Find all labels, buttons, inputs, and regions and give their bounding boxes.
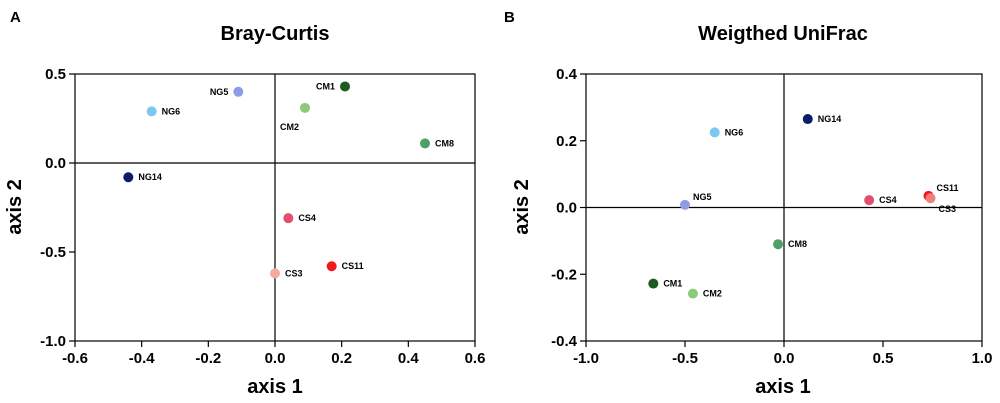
panel-a: A Bray-Curtis -0.6 -0.4 -0.2 0.0 0.2 0.4 0.6 -1…: [4, 9, 485, 398]
panel-a-zero-lines: [75, 74, 475, 341]
panel-a-x-tick-label: 0.4: [398, 350, 420, 367]
panel-b-y-tick-label: 0.2: [556, 133, 577, 150]
panel-a-x-tick-label: 0.2: [331, 350, 352, 367]
panel-a-x-axis-label: axis 1: [247, 376, 303, 398]
panel-a-y-tick-label: -0.5: [40, 244, 66, 261]
panel-a-y-axis-label: axis 2: [4, 179, 26, 235]
panel-a-point-ng6: [146, 106, 157, 117]
panel-b-point-cm8: [773, 239, 784, 250]
panel-b-y-tick-label: -0.4: [551, 333, 578, 350]
panel-b-y-tick-label: -0.2: [551, 266, 577, 283]
panel-b-letter: B: [504, 9, 515, 26]
panel-a-label-cm8: CM8: [435, 138, 454, 148]
panel-a-label-ng5: NG5: [210, 87, 229, 97]
panel-a-x-tick-label: -0.4: [129, 350, 156, 367]
panel-b-label-cm8: CM8: [788, 239, 807, 249]
panel-a-title: Bray-Curtis: [221, 23, 330, 45]
panel-a-point-ng14: [123, 172, 134, 183]
panel-b-points: NG14 NG6 NG5 CS4 CS11 CS3 CM8 CM1 CM2: [648, 114, 959, 299]
panel-a-label-cm2: CM2: [280, 122, 299, 132]
panel-a-point-cs11: [326, 261, 337, 272]
panel-b-ticks: -1.0 -0.5 0.0 0.5 1.0 -0.4 -0.2 0.0 0.2 0.4: [551, 66, 992, 367]
panel-a-y-tick-label: 0.5: [45, 66, 66, 83]
panel-a-label-cs3: CS3: [285, 268, 303, 278]
panel-b-y-axis-label: axis 2: [511, 179, 533, 235]
panel-a-label-cm1: CM1: [316, 81, 335, 91]
panel-a-x-tick-label: 0.6: [465, 350, 486, 367]
panel-b-x-tick-label: 0.0: [774, 350, 795, 367]
panel-b-point-ng5: [680, 199, 690, 210]
panel-a-label-ng14: NG14: [138, 172, 162, 182]
panel-b-label-cm2: CM2: [703, 289, 722, 299]
panel-b-x-tick-label: -1.0: [573, 350, 599, 367]
panel-a-x-tick-label: 0.0: [265, 350, 286, 367]
panel-a-point-cm8: [420, 138, 430, 149]
panel-a-x-tick-label: -0.2: [195, 350, 221, 367]
panel-b-label-cs11: CS11: [937, 183, 959, 193]
panel-b-x-tick-label: 1.0: [972, 350, 993, 367]
panel-a-point-cs3: [270, 268, 280, 279]
panel-b-x-tick-label: -0.5: [672, 350, 698, 367]
panel-a-letter: A: [10, 9, 21, 26]
panel-b-label-cs3: CS3: [939, 204, 957, 214]
panel-b-point-cs3: [925, 193, 936, 204]
panel-a-x-tick-label: -0.6: [62, 350, 88, 367]
panel-a-point-cs4: [283, 213, 294, 224]
panel-b-label-ng6: NG6: [725, 127, 744, 137]
panel-b-label-ng5: NG5: [693, 192, 712, 202]
panel-b-point-ng14: [802, 114, 813, 125]
panel-b-title: Weigthed UniFrac: [698, 23, 868, 45]
panel-b-label-ng14: NG14: [818, 114, 842, 124]
panel-a-y-tick-label: 0.0: [45, 155, 66, 172]
panel-b-point-cs4: [864, 195, 875, 206]
panel-a-point-cm1: [340, 81, 350, 92]
panel-a-label-cs4: CS4: [298, 213, 316, 223]
panel-a-points: NG5 NG6 NG14 CM1 CM2 CM8 CS4 CS11 CS3: [123, 81, 454, 279]
panel-b-x-tick-label: 0.5: [873, 350, 894, 367]
panel-b-point-cm2: [687, 288, 698, 299]
panel-a-y-tick-label: -1.0: [40, 333, 66, 350]
panel-b-label-cs4: CS4: [879, 195, 897, 205]
panel-b-x-axis-label: axis 1: [755, 376, 811, 398]
panel-a-point-cm2: [300, 102, 310, 113]
panel-a-label-cs11: CS11: [342, 261, 364, 271]
panel-b: B Weigthed UniFrac -1.0 -0.5 0.0 0.5 1.0 -0.4…: [504, 9, 992, 398]
panel-a-ticks: -0.6 -0.4 -0.2 0.0 0.2 0.4 0.6 -1.0 -0.5 0.0 0.5: [40, 66, 485, 367]
panel-b-point-cm1: [648, 278, 659, 289]
panel-b-y-tick-label: 0.4: [556, 66, 578, 83]
panel-a-label-ng6: NG6: [162, 106, 181, 116]
panel-b-zero-lines: [586, 74, 982, 341]
panel-b-label-cm1: CM1: [663, 279, 682, 289]
panel-b-point-ng6: [709, 127, 720, 138]
panel-b-y-tick-label: 0.0: [556, 200, 577, 217]
panel-a-point-ng5: [233, 86, 244, 97]
